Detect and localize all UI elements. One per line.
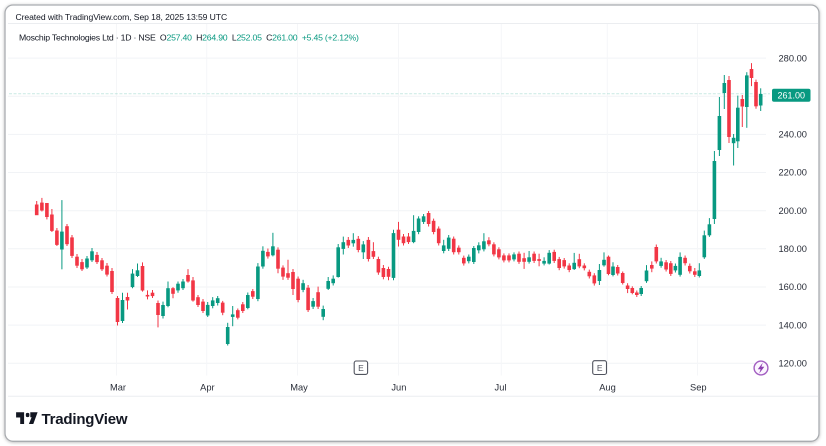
svg-text:TradingView: TradingView [42,411,128,428]
svg-text:Aug: Aug [599,383,616,393]
svg-text:May: May [290,383,308,393]
svg-text:140.00: 140.00 [779,320,807,330]
svg-text:E: E [597,363,603,373]
svg-text:240.00: 240.00 [779,130,807,140]
svg-text:261.00: 261.00 [778,90,806,100]
svg-text:200.00: 200.00 [779,206,807,216]
svg-text:Created with TradingView.com,: Created with TradingView.com, Sep 18, 20… [16,12,228,22]
svg-text:E: E [358,363,364,373]
svg-text:Moschip Technologies Ltd · 1D: Moschip Technologies Ltd · 1D · NSE O257… [19,32,359,42]
svg-text:Mar: Mar [110,383,126,393]
svg-text:Sep: Sep [690,383,707,393]
svg-text:Jun: Jun [391,383,406,393]
svg-text:280.00: 280.00 [779,53,807,63]
svg-text:160.00: 160.00 [779,282,807,292]
svg-text:220.00: 220.00 [779,168,807,178]
svg-text:180.00: 180.00 [779,244,807,254]
svg-text:Jul: Jul [495,383,507,393]
svg-text:Apr: Apr [200,383,214,393]
svg-text:120.00: 120.00 [779,359,807,369]
